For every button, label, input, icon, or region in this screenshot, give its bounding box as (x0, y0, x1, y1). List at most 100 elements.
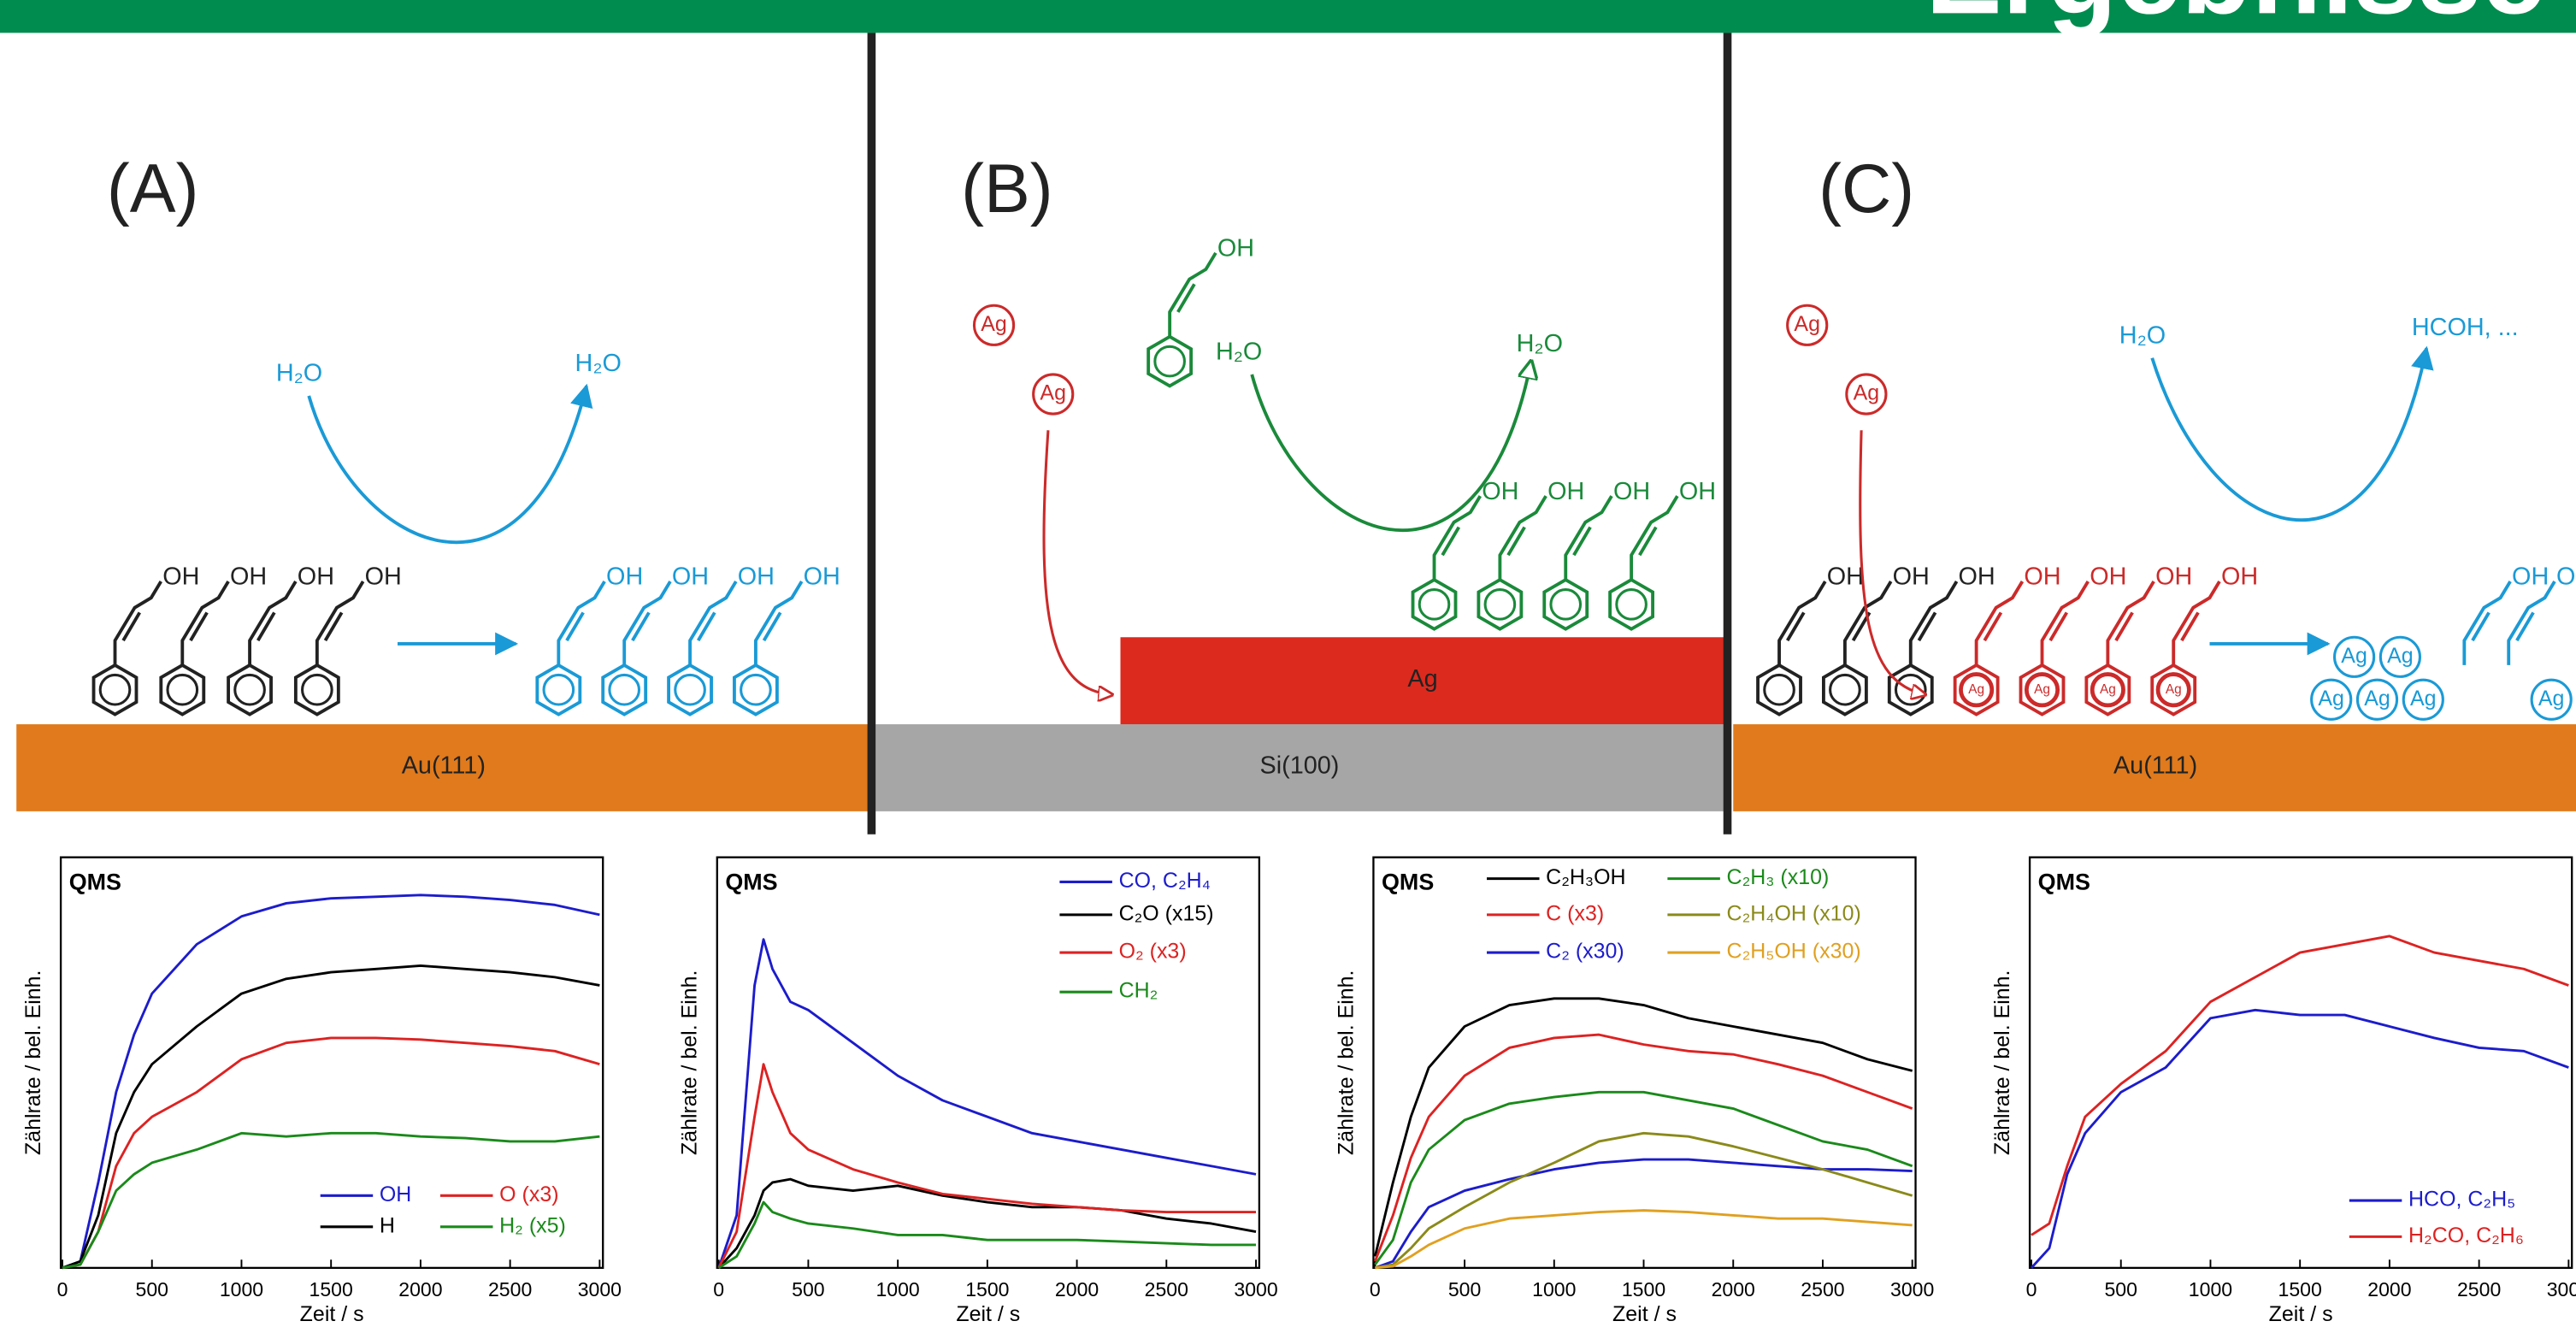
atom-label: Ag (981, 312, 1007, 336)
divider (868, 32, 876, 834)
gas-label: HCOH, ... (2412, 314, 2519, 341)
chart-title: QMS (2038, 869, 2090, 894)
atom-label: Ag (2410, 687, 2437, 711)
chain (2107, 581, 2154, 665)
x-tick-label: 1000 (1532, 1278, 1576, 1300)
double-bond (1919, 612, 1935, 640)
benzene-inner (1155, 346, 1185, 376)
legend-label: O (x3) (499, 1183, 558, 1206)
benzene-inner (100, 675, 130, 705)
substrate-label: Au(111) (402, 752, 486, 780)
chain (2508, 581, 2555, 665)
legend-label: C₂H₃OH (1546, 865, 1625, 889)
double-bond (191, 612, 207, 640)
double-bond (2116, 612, 2132, 640)
group-label: OH (2155, 563, 2192, 591)
x-tick-label: 500 (1448, 1278, 1481, 1300)
molecule: OH (537, 563, 643, 715)
group-label: OH (1893, 563, 1930, 591)
group-label: OH (2024, 563, 2060, 591)
x-tick-label: 2500 (1145, 1278, 1188, 1300)
atom-label: Ag (1794, 312, 1820, 336)
x-tick-label: 500 (136, 1278, 168, 1300)
x-tick-label: 2500 (488, 1278, 532, 1300)
x-tick-label: 2000 (1055, 1278, 1099, 1300)
double-bond (2517, 612, 2533, 640)
molecule: OH (1413, 478, 1519, 629)
molecule: OH (1758, 563, 1864, 715)
chart-title: QMS (69, 869, 121, 894)
group-label: OH (1827, 563, 1864, 591)
double-bond (2473, 612, 2489, 640)
group-label: OH (2556, 563, 2576, 591)
chain (2042, 581, 2088, 665)
benzene-inner (544, 675, 574, 705)
atom-label: Ag (2166, 682, 2182, 697)
double-bond (1178, 284, 1194, 312)
double-bond (123, 612, 139, 640)
x-axis-label: Zeit / s (2269, 1302, 2333, 1326)
data-line (62, 895, 599, 1268)
group-label: OH (1958, 563, 1995, 591)
benzene-inner (741, 675, 771, 705)
benzene-inner (1419, 590, 1449, 620)
chain (756, 581, 802, 665)
benzene-inner (1617, 590, 1647, 620)
film-label: Ag (1407, 665, 1437, 693)
x-tick-label: 2000 (1712, 1278, 1755, 1300)
group-label: OH (672, 563, 709, 591)
x-tick-label: 2500 (2457, 1278, 2501, 1300)
x-tick-label: 0 (57, 1278, 68, 1300)
chain (1500, 496, 1546, 580)
x-tick-label: 2500 (1801, 1278, 1844, 1300)
double-bond (1442, 528, 1459, 556)
atom-label: Ag (2034, 682, 2050, 697)
double-bond (1640, 528, 1656, 556)
x-tick-label: 1500 (2278, 1278, 2322, 1300)
atom-label: Ag (2364, 687, 2390, 711)
data-line (1375, 1035, 1912, 1261)
chain (690, 581, 736, 665)
chain (115, 581, 162, 665)
substrate-label: Au(111) (2113, 752, 2197, 780)
double-bond (633, 612, 649, 640)
double-bond (1984, 612, 2001, 640)
atom-label: Ag (2387, 644, 2414, 668)
chain (2464, 581, 2510, 665)
atom-label: Ag (2318, 687, 2344, 711)
x-tick-label: 500 (792, 1278, 824, 1300)
benzene-inner (610, 675, 640, 705)
group-label: OH (2221, 563, 2258, 591)
substrate-label: Si(100) (1260, 752, 1340, 780)
x-axis-label: Zeit / s (1612, 1302, 1677, 1326)
benzene-inner (168, 675, 197, 705)
double-bond (2050, 612, 2066, 640)
double-bond (2182, 612, 2198, 640)
y-axis-label: Zählrate / bel. Einh. (21, 970, 45, 1155)
x-tick-label: 1000 (2189, 1278, 2232, 1300)
x-tick-label: 1000 (875, 1278, 919, 1300)
atom-label: Ag (2100, 682, 2116, 697)
group-label: OH (1482, 478, 1518, 505)
legend-label: HCO, C₂H₅ (2408, 1188, 2515, 1212)
double-bond (764, 612, 781, 640)
double-bond (699, 612, 715, 640)
gas-label: H₂O (575, 350, 622, 377)
atom-label: Ag (1040, 381, 1066, 405)
chain (1170, 253, 1216, 337)
group-label: OH (298, 563, 334, 591)
x-tick-label: 0 (2026, 1278, 2037, 1300)
chain (250, 581, 296, 665)
y-axis-label: Zählrate / bel. Einh. (1334, 970, 1358, 1155)
legend-label: C₂H₃ (x10) (1727, 865, 1830, 889)
group-label: OH (1613, 478, 1650, 505)
arrow (2152, 348, 2426, 520)
x-tick-label: 3000 (1890, 1278, 1934, 1300)
benzene-inner (1485, 590, 1515, 620)
chain (1977, 581, 2023, 665)
group-label: OH (606, 563, 643, 591)
double-bond (1508, 528, 1524, 556)
chain (1435, 496, 1481, 580)
chart-title: QMS (725, 869, 777, 894)
x-tick-label: 2000 (398, 1278, 442, 1300)
